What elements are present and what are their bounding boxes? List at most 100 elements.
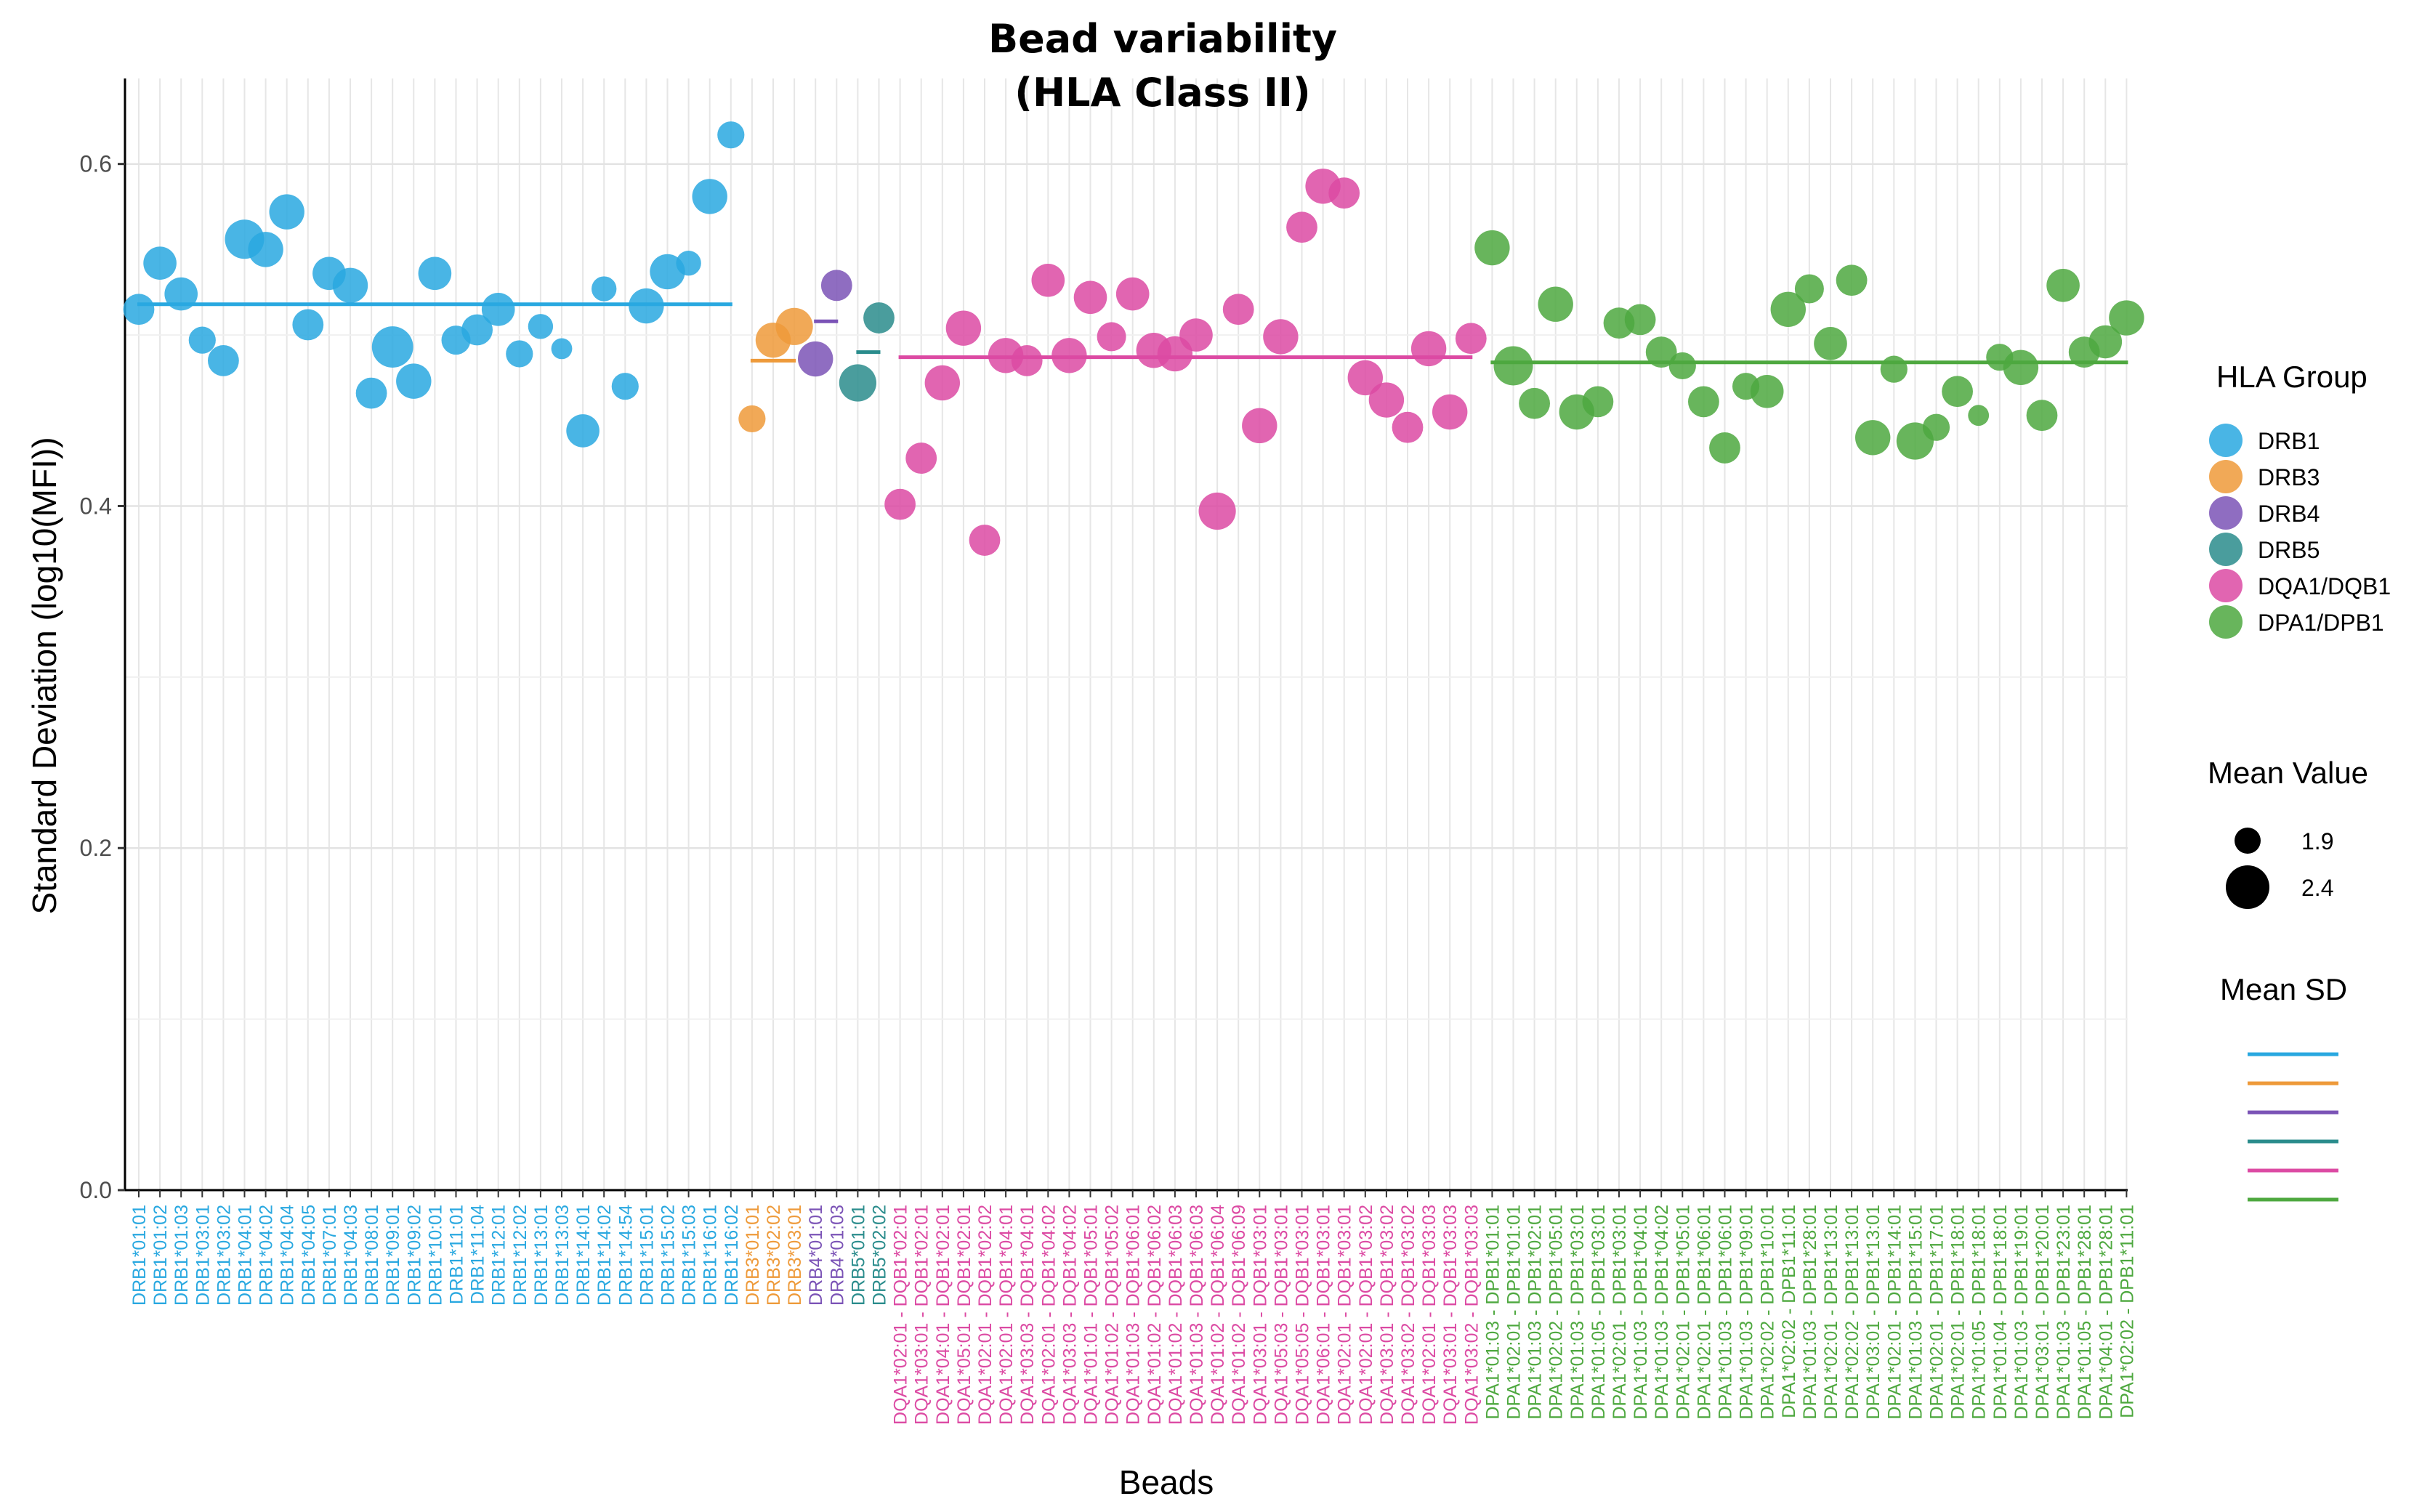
legend-size-key xyxy=(2235,828,2261,854)
x-tick-label: DPA1*04:01 - DPB1*28:01 xyxy=(2096,1205,2116,1420)
x-tick-label: DPA1*02:01 - DPB1*17:01 xyxy=(1927,1205,1947,1420)
x-tick-label: DPA1*02:02 - DPB1*11:01 xyxy=(1779,1205,1799,1418)
point-dqa1-dqb1 xyxy=(1347,360,1384,396)
point-dqa1-dqb1 xyxy=(1392,411,1424,443)
axes xyxy=(118,78,2128,1197)
x-tick-label: DPA1*01:03 - DPB1*06:01 xyxy=(1716,1205,1736,1420)
x-tick-label: DRB4*01:03 xyxy=(827,1205,847,1306)
x-tick-label: DQA1*03:03 - DQB1*04:01 xyxy=(1017,1205,1038,1425)
point-dqa1-dqb1 xyxy=(1073,280,1107,315)
point-dqa1-dqb1 xyxy=(1179,318,1213,352)
legend-label-drb1: DRB1 xyxy=(2258,428,2320,454)
point-drb1 xyxy=(269,194,304,230)
legend-group-title: HLA Group xyxy=(2216,360,2367,394)
point-drb1 xyxy=(123,294,155,326)
point-dqa1-dqb1 xyxy=(1368,382,1405,418)
legend-key-drb5 xyxy=(2209,533,2243,566)
point-drb3 xyxy=(775,307,813,345)
x-tick-label: DRB1*13:01 xyxy=(531,1205,552,1306)
point-dpa1-dpb1 xyxy=(1688,386,1719,418)
point-drb1 xyxy=(481,292,515,326)
x-tick-label: DQA1*01:02 - DQB1*06:02 xyxy=(1145,1205,1165,1425)
x-tick-label: DPA1*02:01 - DPB1*05:01 xyxy=(1673,1205,1693,1420)
point-drb3 xyxy=(738,405,766,433)
legend-size-title: Mean Value xyxy=(2208,756,2368,790)
x-tick-label: DRB1*09:02 xyxy=(404,1205,424,1306)
y-tick-label: 0.0 xyxy=(80,1177,112,1203)
point-dpa1-dpb1 xyxy=(2046,269,2080,302)
point-drb1 xyxy=(188,326,216,354)
point-dqa1-dqb1 xyxy=(1455,323,1487,355)
x-tick-label: DPA1*02:02 - DPB1*11:01 xyxy=(2117,1205,2137,1418)
point-dpa1-dpb1 xyxy=(1582,386,1614,418)
x-tick-label: DQA1*03:02 - DQB1*03:02 xyxy=(1398,1205,1418,1425)
point-dpa1-dpb1 xyxy=(1836,264,1868,296)
point-dqa1-dqb1 xyxy=(924,365,961,401)
legend-size-label: 1.9 xyxy=(2301,828,2333,854)
x-tick-label: DPA1*01:03 - DPB1*02:01 xyxy=(1525,1205,1546,1420)
legend-key-drb3 xyxy=(2209,460,2243,493)
x-tick-label: DQA1*01:02 - DQB1*06:04 xyxy=(1208,1205,1228,1425)
point-drb5 xyxy=(863,302,895,333)
point-dqa1-dqb1 xyxy=(1051,338,1087,373)
x-tick-label: DRB3*02:02 xyxy=(764,1205,784,1306)
point-drb1 xyxy=(611,373,639,400)
x-tick-label: DRB1*03:02 xyxy=(214,1205,234,1306)
legend-key-dqa1-dqb1 xyxy=(2209,569,2243,602)
point-dqa1-dqb1 xyxy=(1031,263,1065,297)
x-tick-label: DQA1*03:01 - DQB1*03:03 xyxy=(1440,1205,1461,1425)
x-tick-label: DQA1*01:02 - DQB1*06:03 xyxy=(1166,1205,1186,1425)
point-drb1 xyxy=(692,179,727,214)
x-tick-label: DRB1*01:02 xyxy=(150,1205,171,1306)
x-tick-label: DQA1*06:01 - DQB1*03:01 xyxy=(1314,1205,1334,1425)
x-tick-label: DRB1*13:03 xyxy=(552,1205,573,1306)
point-drb1 xyxy=(418,256,452,291)
x-tick-label: DPA1*01:05 - DPB1*03:01 xyxy=(1589,1205,1609,1420)
x-tick-label: DRB1*12:01 xyxy=(489,1205,509,1306)
legend: HLA Group Mean Value Mean SD DRB1 DRB3 DRB… xyxy=(2208,360,2391,1202)
x-tick-label: DRB1*15:03 xyxy=(679,1205,700,1306)
x-tick-label: DQA1*02:01 - DQB1*04:02 xyxy=(1038,1205,1059,1425)
x-tick-label: DPA1*03:01 - DPB1*20:01 xyxy=(2033,1205,2053,1420)
x-tick-label: DRB1*14:01 xyxy=(573,1205,594,1306)
data-points xyxy=(123,121,2144,556)
y-tick-label: 0.2 xyxy=(80,835,112,861)
x-tick-label: DRB1*01:03 xyxy=(171,1205,192,1306)
point-drb1 xyxy=(551,338,573,360)
legend-label-drb3: DRB3 xyxy=(2258,464,2320,490)
x-tick-label: DQA1*01:01 - DQB1*05:01 xyxy=(1081,1205,1102,1425)
point-drb4 xyxy=(820,270,852,302)
point-dpa1-dpb1 xyxy=(1770,291,1806,327)
point-dqa1-dqb1 xyxy=(969,525,1001,556)
x-tick-label: DRB1*04:02 xyxy=(257,1205,277,1306)
point-drb5 xyxy=(839,364,876,402)
x-tick-label: DQA1*05:05 - DQB1*03:01 xyxy=(1293,1205,1313,1425)
x-tick-label: DRB1*04:01 xyxy=(235,1205,256,1306)
x-tick-label: DPA1*01:03 - DPB1*04:01 xyxy=(1631,1205,1651,1420)
point-drb1 xyxy=(248,232,283,267)
x-tick-label: DQA1*02:01 - DQB1*03:01 xyxy=(1335,1205,1355,1425)
x-tick-label: DQA1*03:03 - DQB1*04:02 xyxy=(1059,1205,1080,1425)
legend-label-dqa1-dqb1: DQA1/DQB1 xyxy=(2258,573,2391,599)
x-tick-label: DRB1*04:05 xyxy=(299,1205,319,1306)
x-tick-label: DQA1*02:01 - DQB1*02:02 xyxy=(975,1205,996,1425)
x-tick-label: DPA1*03:01 - DPB1*13:01 xyxy=(1863,1205,1884,1420)
x-tick-label: DPA1*02:01 - DPB1*18:01 xyxy=(1948,1205,1969,1420)
point-dpa1-dpb1 xyxy=(1814,327,1847,360)
x-tick-label: DPA1*01:05 - DPB1*28:01 xyxy=(2075,1205,2095,1420)
point-dpa1-dpb1 xyxy=(1855,420,1891,456)
point-dpa1-dpb1 xyxy=(1624,304,1656,336)
point-drb1 xyxy=(355,377,387,409)
x-tick-label: DPA1*02:01 - DPB1*01:01 xyxy=(1504,1205,1525,1420)
x-tick-label: DQA1*02:01 - DQB1*02:01 xyxy=(891,1205,911,1425)
y-axis-title: Standard Deviation (log10(MFI)) xyxy=(25,437,63,914)
point-dqa1-dqb1 xyxy=(1328,177,1360,209)
point-dpa1-dpb1 xyxy=(1709,432,1740,464)
x-tick-label: DRB1*11:04 xyxy=(468,1205,488,1304)
x-tick-label: DPA1*02:02 - DPB1*10:01 xyxy=(1758,1205,1778,1420)
x-tick-label: DQA1*04:01 - DQB1*02:01 xyxy=(933,1205,953,1425)
x-tick-label: DRB4*01:01 xyxy=(806,1205,826,1306)
x-tick-label: DQA1*02:01 - DQB1*03:02 xyxy=(1356,1205,1376,1425)
legend-label-dpa1-dpb1: DPA1/DPB1 xyxy=(2258,610,2384,636)
